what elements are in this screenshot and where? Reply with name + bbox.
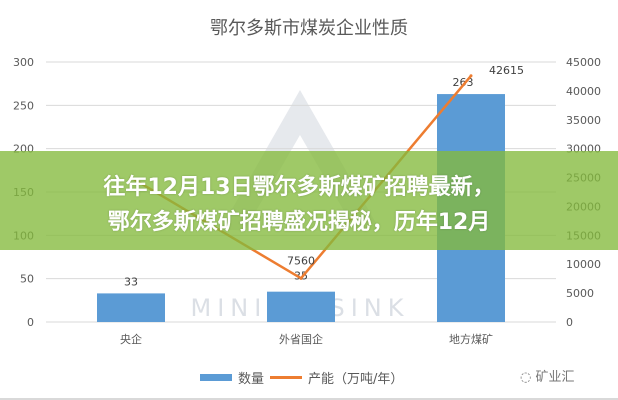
watermark: ◌ 矿业汇 — [520, 366, 575, 385]
headline-line-2: 鄂尔多斯煤矿招聘盛况揭秘，历年12月 — [107, 210, 491, 235]
category-label: 外省国企 — [279, 332, 323, 346]
legend-label-capacity: 产能（万吨/年） — [308, 372, 404, 387]
right-axis-tick: 0 — [566, 316, 573, 329]
headline-line-1: 往年12月13日鄂尔多斯煤矿招聘最新， — [103, 175, 495, 200]
line-point — [299, 276, 303, 280]
bar — [267, 291, 335, 322]
line-data-label: 42615 — [489, 64, 524, 77]
legend-swatch-bar — [200, 374, 232, 381]
line-data-label: 7560 — [287, 254, 315, 267]
legend-label-count: 数量 — [238, 372, 265, 387]
right-axis-tick: 10000 — [566, 258, 601, 271]
bar — [97, 293, 165, 322]
category-label: 地方煤矿 — [449, 332, 493, 346]
legend-swatch-line — [270, 376, 303, 379]
right-axis-tick: 5000 — [566, 287, 594, 300]
watermark-text: 矿业汇 — [535, 370, 575, 385]
line-point — [469, 74, 473, 78]
bar-data-label: 33 — [124, 275, 138, 288]
wechat-icon: ◌ — [520, 370, 536, 385]
left-axis-tick: 250 — [13, 99, 34, 112]
left-axis-tick: 0 — [27, 316, 34, 329]
right-axis-tick: 40000 — [566, 85, 601, 98]
right-axis-tick: 45000 — [566, 56, 601, 69]
chart-title: 鄂尔多斯市煤炭企业性质 — [210, 18, 408, 39]
left-axis-tick: 50 — [20, 273, 34, 286]
category-label: 央企 — [120, 332, 142, 346]
right-axis-tick: 35000 — [566, 114, 601, 127]
headline-banner: 往年12月13日鄂尔多斯煤矿招聘最新， 鄂尔多斯煤矿招聘盛况揭秘，历年12月 — [0, 151, 618, 250]
legend: 数量 产能（万吨/年） — [200, 368, 403, 387]
left-axis-tick: 300 — [13, 56, 34, 69]
